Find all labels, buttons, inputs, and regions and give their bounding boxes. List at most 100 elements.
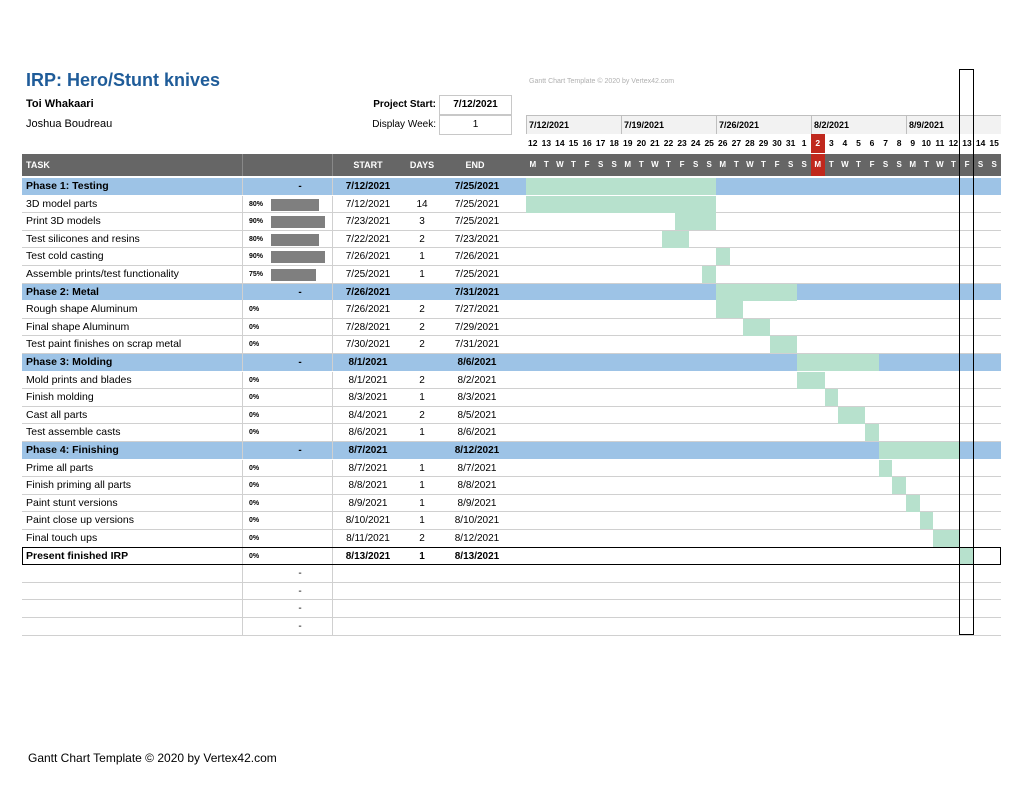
- task-row[interactable]: Print 3D models 90% 7/23/2021 3 7/25/2021: [22, 213, 1001, 231]
- day-number: 15: [989, 138, 999, 148]
- day-letter: T: [733, 160, 739, 169]
- progress-bar: [271, 233, 319, 246]
- progress-percent: 0%: [249, 517, 260, 525]
- empty-row[interactable]: -: [22, 618, 1001, 636]
- task-row[interactable]: Final shape Aluminum 0% 7/28/2021 2 7/29/202…: [22, 318, 1001, 337]
- day-letter: F: [774, 160, 780, 169]
- task-row[interactable]: Test paint finishes on scrap metal 0% 7/30…: [22, 336, 1001, 354]
- start-date: 8/7/2021: [348, 462, 388, 474]
- day-letter: W: [936, 160, 944, 169]
- day-letter: T: [761, 160, 766, 169]
- end-date: 7/25/2021: [454, 181, 500, 192]
- start-date: 7/12/2021: [345, 181, 391, 192]
- task-row[interactable]: Test cold casting 90% 7/26/2021 1 7/26/2021: [22, 248, 1001, 266]
- progress-dash: -: [298, 357, 302, 368]
- column-divider: [242, 424, 243, 442]
- task-row[interactable]: Finish priming all parts 0% 8/8/2021 1 8/8/2…: [22, 477, 1001, 495]
- task-gantt-bar: [797, 371, 825, 389]
- start-date: 8/7/2021: [348, 445, 388, 456]
- task-row[interactable]: Cast all parts 0% 8/4/2021 2 8/5/2021: [22, 406, 1001, 425]
- task-row[interactable]: 3D model parts 80% 7/12/2021 14 7/25/2021: [22, 195, 1001, 214]
- progress-percent: 0%: [249, 499, 260, 507]
- column-divider: [242, 477, 243, 495]
- task-row[interactable]: Paint close up versions 0% 8/10/2021 1 8/10/…: [22, 512, 1001, 530]
- end-date: 8/3/2021: [457, 392, 497, 404]
- task-name: Final touch ups: [26, 532, 98, 544]
- task-row[interactable]: Test assemble casts 0% 8/6/2021 1 8/6/2021: [22, 424, 1001, 442]
- day-letter: W: [556, 160, 564, 169]
- progress-percent: 80%: [249, 200, 264, 208]
- task-row[interactable]: Final touch ups 0% 8/11/2021 2 8/12/2021: [22, 530, 1001, 548]
- column-divider: [242, 354, 243, 371]
- task-row[interactable]: Test silicones and resins 80% 7/22/2021 2 7/…: [22, 230, 1001, 249]
- column-divider: [332, 600, 333, 618]
- progress-percent: 0%: [249, 464, 260, 472]
- progress-percent: 90%: [249, 218, 264, 226]
- progress-percent: 0%: [249, 411, 260, 419]
- task-row[interactable]: Prime all parts 0% 8/7/2021 1 8/7/2021: [22, 459, 1001, 478]
- week-label: 7/12/2021: [526, 115, 621, 134]
- day-letter: S: [611, 160, 617, 169]
- column-divider: [332, 354, 333, 371]
- column-divider: [242, 195, 243, 213]
- column-divider: [332, 213, 333, 231]
- duration-days: 2: [419, 409, 425, 421]
- task-row[interactable]: Assemble prints/test functionality 75% 7/2…: [22, 266, 1001, 284]
- progress-dash: -: [298, 568, 302, 580]
- duration-days: 1: [419, 550, 425, 562]
- day-letter: S: [801, 160, 807, 169]
- project-start-input[interactable]: 7/12/2021: [439, 95, 512, 115]
- progress-bar: [271, 216, 325, 229]
- start-date: 8/1/2021: [348, 374, 388, 386]
- start-date: 7/12/2021: [345, 198, 391, 210]
- start-date: 7/23/2021: [345, 216, 391, 228]
- task-name: Paint close up versions: [26, 514, 134, 527]
- column-divider: [332, 248, 333, 266]
- start-date: 8/3/2021: [348, 392, 388, 404]
- day-letter: F: [964, 160, 970, 169]
- column-divider: [242, 600, 243, 618]
- empty-row[interactable]: -: [22, 600, 1001, 618]
- duration-days: 2: [419, 374, 425, 386]
- day-number: 20: [636, 138, 647, 148]
- phase-row[interactable]: Phase 1: Testing - 7/12/2021 7/25/2021: [22, 178, 1001, 196]
- progress-percent: 0%: [249, 482, 260, 490]
- day-number: 16: [582, 138, 592, 148]
- end-date: 8/10/2021: [454, 515, 500, 527]
- empty-row[interactable]: -: [22, 582, 1001, 601]
- column-divider: [332, 406, 333, 424]
- column-divider: [242, 389, 243, 407]
- day-number: 10: [921, 138, 932, 148]
- start-date: 7/26/2021: [345, 251, 391, 263]
- display-week-input[interactable]: 1: [439, 115, 512, 135]
- task-row[interactable]: Mold prints and blades 0% 8/1/2021 2 8/2/202…: [22, 371, 1001, 390]
- task-gantt-bar: [661, 230, 689, 248]
- task-row[interactable]: Rough shape Aluminum 0% 7/26/2021 2 7/27/202…: [22, 301, 1001, 319]
- column-divider: [332, 336, 333, 354]
- phase-row[interactable]: Phase 4: Finishing - 8/7/2021 8/12/2021: [22, 442, 1001, 460]
- day-number: 25: [704, 138, 714, 148]
- day-number: 7: [883, 138, 888, 148]
- page-title: IRP: Hero/Stunt knives: [26, 70, 221, 90]
- empty-row[interactable]: -: [22, 565, 1001, 583]
- day-letter: M: [719, 160, 727, 169]
- column-divider: [242, 618, 243, 635]
- phase-row[interactable]: Phase 3: Molding - 8/1/2021 8/6/2021: [22, 354, 1001, 372]
- task-gantt-bar: [526, 195, 716, 213]
- column-divider: [242, 336, 243, 354]
- day-letter: F: [679, 160, 685, 169]
- progress-percent: 0%: [249, 306, 260, 314]
- column-divider: [332, 301, 333, 319]
- column-divider: [242, 283, 243, 301]
- end-date: 8/6/2021: [457, 357, 497, 368]
- day-letter: T: [950, 160, 956, 169]
- phase-gantt-bar: [526, 178, 716, 195]
- day-number: 22: [663, 138, 674, 148]
- day-number: 8: [896, 138, 902, 148]
- column-divider: [332, 618, 333, 635]
- task-row[interactable]: Finish molding 0% 8/3/2021 1 8/3/2021: [22, 389, 1001, 407]
- task-row[interactable]: Paint stunt versions 0% 8/9/2021 1 8/9/2021: [22, 494, 1001, 513]
- phase-row[interactable]: Phase 2: Metal - 7/26/2021 7/31/2021: [22, 283, 1001, 302]
- start-date: 7/28/2021: [345, 321, 391, 333]
- task-gantt-bar: [905, 494, 920, 512]
